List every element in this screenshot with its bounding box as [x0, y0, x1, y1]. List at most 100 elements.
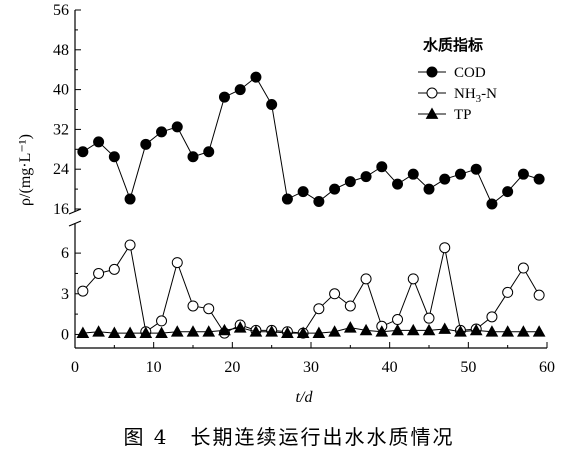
y-tick-label: 0	[61, 326, 69, 343]
data-point	[170, 325, 184, 337]
data-point	[265, 325, 279, 337]
data-point	[76, 326, 90, 338]
series-cod	[77, 71, 545, 210]
plot-area	[76, 71, 546, 339]
data-point	[218, 323, 231, 336]
legend-entry: TP	[418, 107, 472, 123]
data-point	[533, 173, 545, 185]
x-tick-label: 30	[303, 359, 319, 376]
data-point	[438, 322, 452, 334]
x-tick-label: 40	[382, 359, 398, 376]
x-axis-title: t/d	[296, 389, 314, 406]
data-point	[439, 242, 451, 254]
data-point	[140, 138, 152, 150]
data-point	[344, 176, 356, 188]
legend-entry: COD	[418, 65, 486, 81]
data-point	[517, 262, 529, 274]
data-point	[92, 325, 105, 337]
y-tick-label: 6	[61, 245, 69, 262]
data-point	[517, 325, 530, 337]
figure-caption: 图 4 长期连续运行出水水质情况	[123, 425, 454, 449]
data-point	[422, 323, 436, 336]
data-point	[296, 326, 310, 338]
x-tick-label: 50	[460, 359, 476, 376]
legend-label: TP	[454, 107, 472, 123]
x-tick-label: 0	[71, 359, 79, 376]
data-point	[155, 326, 168, 338]
data-point	[297, 186, 309, 198]
data-point	[470, 163, 482, 175]
data-point	[486, 198, 498, 210]
axis-break-mark	[68, 220, 82, 227]
data-point	[391, 323, 404, 336]
data-point	[406, 323, 420, 336]
y-tick-label: 24	[53, 161, 69, 178]
series-nh3-n	[77, 239, 545, 339]
x-tick-label: 60	[539, 359, 555, 376]
data-point	[376, 161, 388, 173]
legend-title: 水质指标	[423, 36, 483, 54]
y-tick-label: 40	[53, 82, 69, 99]
y-tick-label: 32	[53, 121, 69, 138]
series-line	[82, 243, 540, 334]
data-point	[407, 168, 419, 180]
data-point	[485, 325, 499, 337]
data-point	[517, 168, 529, 180]
data-point	[439, 173, 451, 185]
data-point	[171, 121, 183, 133]
data-point	[77, 146, 89, 158]
data-point	[171, 257, 183, 269]
data-point	[124, 239, 136, 251]
y-axis-title: ρ/(mg·L⁻¹)	[17, 134, 34, 206]
data-point	[187, 300, 199, 312]
data-point	[360, 273, 372, 285]
legend: 水质指标 COD NH3-N TP	[418, 36, 497, 123]
data-point	[203, 303, 215, 315]
data-point	[533, 289, 545, 301]
data-point	[186, 325, 200, 337]
data-point	[156, 315, 168, 327]
y-tick-label: 56	[53, 2, 69, 19]
data-point	[454, 325, 467, 337]
data-point	[123, 326, 137, 338]
data-point	[218, 91, 230, 103]
legend-marker	[426, 87, 438, 99]
data-point	[124, 193, 136, 205]
data-point	[486, 311, 498, 323]
data-point	[328, 325, 341, 337]
data-point	[469, 323, 483, 336]
data-point	[107, 326, 121, 338]
data-point	[501, 325, 515, 337]
data-point	[329, 288, 341, 300]
legend-label: COD	[454, 65, 486, 81]
data-point	[502, 286, 514, 298]
data-point	[392, 314, 404, 326]
y-tick-label: 16	[53, 201, 69, 218]
data-point	[343, 321, 357, 333]
data-point	[360, 171, 372, 183]
y-tick-label: 48	[53, 42, 69, 59]
legend-marker	[425, 107, 439, 119]
data-point	[93, 267, 105, 279]
data-point	[329, 183, 341, 195]
data-point	[454, 168, 466, 180]
data-point	[77, 285, 89, 297]
data-point	[93, 136, 105, 148]
axes: 0 10 20 30 40 50 60 16 24 32 40 48 56 0 3 6 t/d ρ/(mg·L⁻¹…	[17, 2, 555, 406]
data-point	[312, 326, 326, 338]
data-point	[139, 326, 153, 338]
x-tick-label: 20	[224, 359, 240, 376]
series-tp	[76, 321, 546, 338]
data-point	[423, 183, 435, 195]
data-point	[233, 321, 247, 333]
axis-break-mark	[68, 208, 82, 215]
data-point	[344, 300, 356, 312]
data-point	[234, 84, 246, 96]
data-point	[502, 186, 514, 198]
data-point	[266, 99, 278, 111]
y-tick-label: 3	[61, 286, 69, 303]
data-point	[392, 178, 404, 190]
data-point	[203, 146, 215, 158]
data-point	[249, 325, 263, 337]
